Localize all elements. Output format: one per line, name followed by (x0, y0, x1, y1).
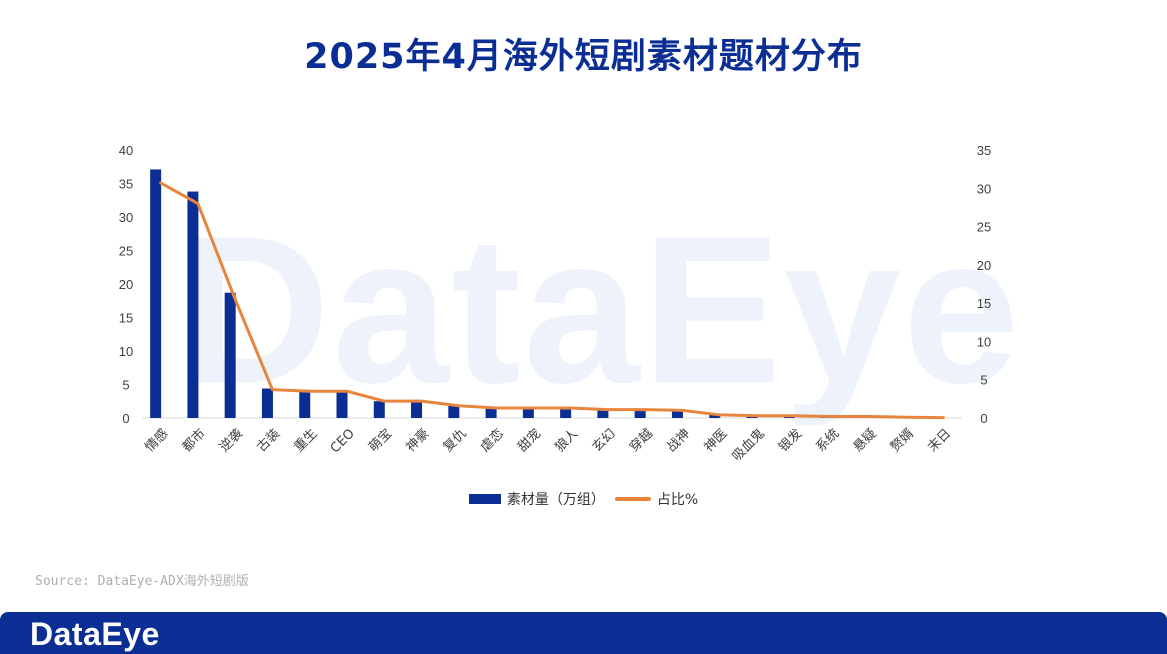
bar (224, 292, 236, 418)
legend-swatch-bar (468, 494, 501, 504)
y-right-tick-label: 5 (980, 373, 987, 388)
bar (336, 390, 348, 418)
legend-swatch-line (614, 497, 651, 501)
x-tick-label: 穿越 (626, 426, 656, 456)
bar (299, 389, 311, 418)
footer-bar: DataEye (0, 612, 1167, 654)
watermark-logo: DataEye (178, 192, 1022, 427)
y-left-tick-label: 0 (122, 411, 129, 426)
bar (411, 399, 423, 418)
y-right-tick-label: 20 (977, 258, 991, 273)
legend-item-line: 占比% (614, 489, 699, 509)
y-right-tick-label: 10 (977, 334, 991, 349)
chart-title: 2025年4月海外短剧素材题材分布 (304, 37, 863, 77)
y-left-tick-label: 15 (119, 311, 133, 326)
x-tick-label: 古装 (254, 426, 283, 455)
bar (448, 405, 460, 418)
bar (373, 401, 385, 418)
percent-line (159, 181, 945, 420)
x-tick-label: 悬疑 (850, 426, 880, 456)
x-tick-label: 萌宝 (366, 426, 395, 455)
bar (261, 388, 273, 418)
x-tick-label: 逆袭 (216, 426, 246, 456)
y-left-tick-label: 30 (119, 210, 133, 225)
y-left-tick-label: 20 (119, 277, 133, 292)
y-left-tick-label: 40 (119, 143, 133, 158)
x-tick-label: 末日 (925, 426, 954, 455)
bar (597, 409, 609, 418)
x-tick-label: 玄幻 (590, 426, 619, 455)
bar (560, 407, 572, 418)
x-tick-label: 情感 (142, 426, 172, 456)
x-tick-label: 复仇 (441, 426, 470, 455)
bar (485, 407, 497, 418)
y-right-tick-label: 30 (977, 181, 991, 196)
legend-item-bar: 素材量（万组） (468, 489, 605, 509)
y-left-tick-label: 5 (122, 378, 129, 393)
legend-label-line: 占比% (656, 492, 699, 508)
bar (187, 191, 199, 418)
y-right-tick-label: 0 (980, 411, 987, 426)
x-tick-label: CEO (328, 426, 358, 456)
x-tick-label: 赘婿 (887, 426, 917, 456)
x-tick-label: 吸血鬼 (729, 426, 768, 465)
y-left-tick-label: 35 (119, 177, 133, 192)
y-right-tick-label: 25 (977, 220, 991, 235)
x-tick-label: 银发 (775, 426, 805, 456)
x-tick-label: 战神 (664, 426, 693, 455)
footer-logo: DataEye (30, 616, 160, 652)
bar (671, 410, 683, 418)
bar (522, 407, 534, 418)
x-tick-label: 神医 (702, 426, 731, 455)
y-left-tick-label: 10 (119, 344, 133, 359)
x-tick-label: 系统 (813, 426, 842, 455)
x-tick-label: 甜宠 (514, 426, 544, 456)
x-tick-label: 神豪 (403, 426, 433, 456)
x-tick-label: 虐恋 (477, 426, 507, 456)
y-left-tick-label: 25 (119, 244, 133, 259)
x-tick-label: 狼人 (552, 426, 581, 455)
legend-label-bar: 素材量（万组） (506, 492, 605, 508)
x-tick-label: 重生 (291, 426, 321, 456)
y-right-tick-label: 15 (977, 296, 991, 311)
x-tick-label: 都市 (179, 426, 209, 456)
bar (150, 169, 162, 418)
bar (634, 409, 646, 418)
chart-legend: 素材量（万组） 占比% (0, 489, 1167, 509)
y-right-tick-label: 35 (977, 143, 991, 158)
bar (709, 414, 721, 418)
source-note: Source: DataEye-ADX海外短剧版 (35, 574, 249, 589)
